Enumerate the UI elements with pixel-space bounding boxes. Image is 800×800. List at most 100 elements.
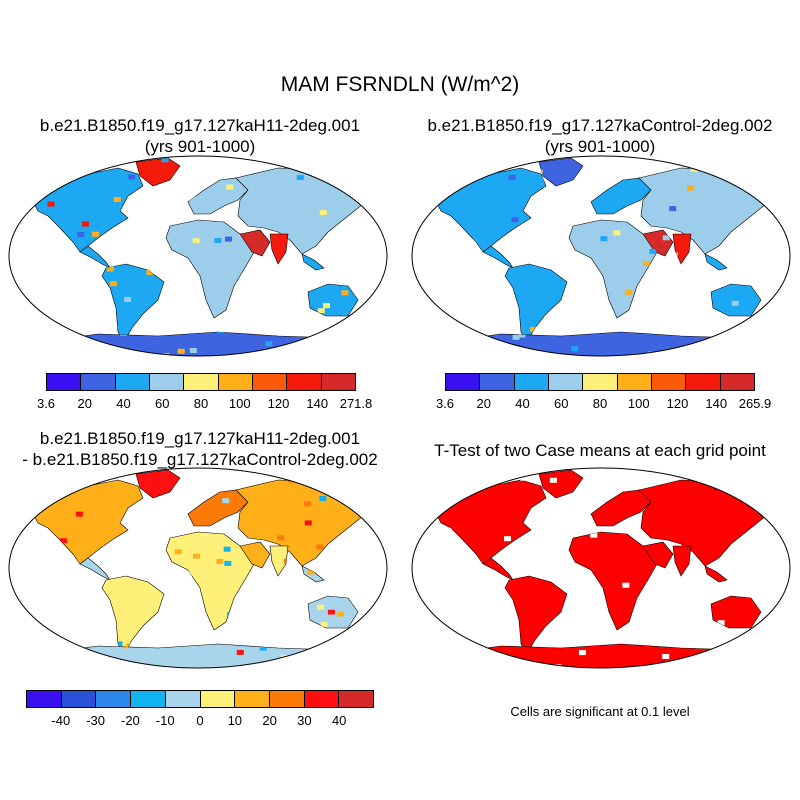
grid-cell xyxy=(747,655,754,660)
grid-cell xyxy=(291,475,298,480)
grid-cell xyxy=(770,302,777,307)
grid-cell xyxy=(108,659,115,664)
grid-cell xyxy=(35,331,42,336)
grid-cell xyxy=(34,500,42,506)
grid-cell xyxy=(318,169,325,174)
grid-cell xyxy=(371,309,378,314)
grid-cell xyxy=(366,480,368,482)
grid-cell xyxy=(280,667,287,672)
continent-africa xyxy=(165,531,255,631)
grid-cell xyxy=(322,665,329,670)
grid-cell xyxy=(768,662,775,667)
grid-cell xyxy=(21,477,28,482)
grid-cell xyxy=(128,174,136,180)
continent-africa xyxy=(568,219,658,319)
grid-cell xyxy=(717,620,725,626)
grid-cell xyxy=(71,343,78,348)
case2-colorbar-labels: 3.6 20 40 60 80 100 120 140 265.9 xyxy=(436,396,771,412)
grid-cell xyxy=(16,652,23,657)
grid-cell xyxy=(411,345,418,350)
grid-cell xyxy=(64,163,71,168)
grid-cell xyxy=(310,168,318,172)
grid-cell xyxy=(91,346,98,351)
grid-cell xyxy=(40,658,47,663)
grid-cell xyxy=(441,183,448,188)
grid-cell xyxy=(785,632,792,637)
grid-cell xyxy=(64,339,71,344)
grid-cell xyxy=(290,162,297,167)
grid-cell xyxy=(412,302,419,307)
continent-africa xyxy=(165,219,255,319)
grid-cell xyxy=(366,666,374,668)
grid-cell xyxy=(522,355,529,360)
grid-cell xyxy=(667,355,674,360)
figure-title: MAM FSRNDLN (W/m^2) xyxy=(280,73,520,96)
continent-europe xyxy=(590,177,652,215)
grid-cell xyxy=(698,658,705,663)
grid-cell xyxy=(496,344,503,349)
grid-cell xyxy=(529,613,537,619)
continent-seasia xyxy=(301,253,325,271)
grid-cell xyxy=(383,641,390,646)
grid-cell xyxy=(438,493,445,498)
case1-colorbar-label: 60 xyxy=(155,396,170,411)
grid-cell xyxy=(465,334,472,339)
diff-colorbar-label: 10 xyxy=(227,713,243,728)
grid-cell xyxy=(330,653,337,658)
grid-cell xyxy=(363,354,370,359)
diff-colorbar-label: 0 xyxy=(196,713,204,728)
grid-cell xyxy=(365,487,372,492)
grid-cell xyxy=(491,478,498,483)
grid-cell xyxy=(177,348,185,354)
grid-cell xyxy=(79,351,86,356)
grid-cell xyxy=(65,667,72,672)
grid-cell xyxy=(317,604,325,610)
grid-cell xyxy=(29,648,36,653)
grid-cell xyxy=(789,271,796,276)
case1-colorbar-box xyxy=(47,374,82,390)
grid-cell xyxy=(160,667,167,672)
grid-cell xyxy=(355,325,362,330)
grid-cell xyxy=(326,164,333,169)
grid-cell xyxy=(14,305,21,310)
grid-cell xyxy=(456,355,463,360)
grid-cell xyxy=(772,666,779,671)
case2-colorbar-box xyxy=(514,374,549,390)
grid-cell xyxy=(178,356,185,361)
grid-cell xyxy=(460,343,467,348)
grid-cell xyxy=(476,657,483,662)
grid-cell xyxy=(83,160,90,165)
grid-cell xyxy=(363,631,370,636)
grid-cell xyxy=(34,317,41,322)
grid-cell xyxy=(787,484,794,489)
case1-title: b.e21.B1850.f19_g17.127kaH11-2deg.001 (y… xyxy=(0,115,400,157)
grid-cell xyxy=(363,497,370,502)
continent-europe xyxy=(187,489,249,527)
grid-cell xyxy=(449,331,456,336)
grid-cell xyxy=(439,469,446,474)
case1-colorbar-box xyxy=(218,374,253,390)
grid-cell xyxy=(370,635,377,640)
grid-cell xyxy=(34,628,41,633)
grid-cell xyxy=(692,159,699,164)
ttest-title: T-Test of two Case means at each grid po… xyxy=(434,441,766,460)
grid-cell xyxy=(413,218,420,223)
grid-cell xyxy=(789,336,796,341)
grid-cell xyxy=(13,504,20,509)
grid-cell xyxy=(92,231,99,237)
grid-cell xyxy=(775,480,782,485)
grid-cell xyxy=(380,629,387,634)
grid-cell xyxy=(225,236,232,242)
grid-cell xyxy=(414,176,421,181)
grid-cell xyxy=(103,347,110,352)
grid-cell xyxy=(690,168,698,172)
grid-cell xyxy=(669,206,677,212)
grid-cell xyxy=(353,653,360,658)
diff-colorbar-label: -10 xyxy=(155,713,175,728)
grid-cell xyxy=(21,159,28,164)
grid-cell xyxy=(417,490,424,495)
grid-cell xyxy=(277,535,285,541)
grid-cell xyxy=(735,352,742,357)
grid-cell xyxy=(467,336,474,341)
grid-cell xyxy=(739,658,746,663)
